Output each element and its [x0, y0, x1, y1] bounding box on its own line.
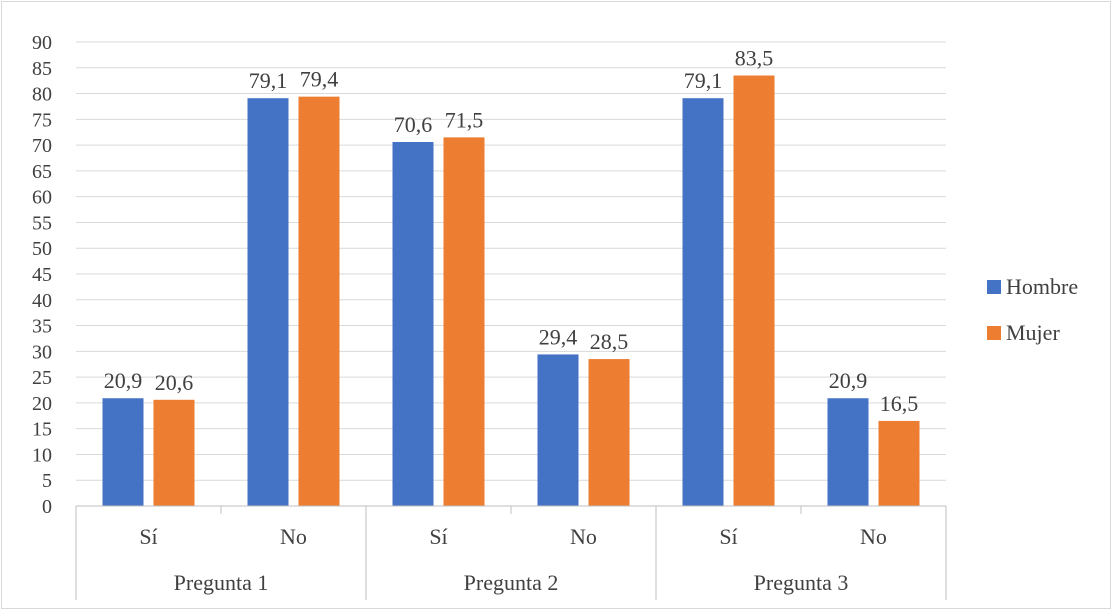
category-label: Sí — [139, 524, 157, 549]
y-tick-label: 0 — [42, 496, 52, 518]
y-tick-label: 5 — [42, 470, 52, 492]
bar-hombre — [682, 98, 724, 506]
legend-label: Hombre — [1006, 274, 1078, 299]
y-tick-label: 45 — [32, 264, 52, 286]
y-tick-label: 60 — [32, 187, 52, 209]
y-tick-label: 25 — [32, 367, 52, 389]
category-label: No — [570, 524, 597, 549]
y-tick-label: 55 — [32, 212, 52, 234]
data-label: 20,6 — [155, 370, 194, 395]
bar-mujer — [588, 359, 630, 506]
y-tick-label: 80 — [32, 84, 52, 106]
legend-swatch-mujer — [987, 326, 1001, 340]
y-tick-label: 35 — [32, 316, 52, 338]
bar-hombre — [102, 398, 144, 506]
bar-hombre — [392, 142, 434, 507]
bar-mujer — [733, 75, 775, 506]
y-tick-label: 75 — [32, 109, 52, 131]
data-label: 79,1 — [249, 68, 288, 93]
category-label: No — [860, 524, 887, 549]
category-label: No — [280, 524, 307, 549]
legend-label: Mujer — [1006, 320, 1060, 345]
y-tick-label: 15 — [32, 419, 52, 441]
data-label: 79,1 — [684, 68, 723, 93]
category-label: Sí — [429, 524, 447, 549]
data-label: 79,4 — [300, 67, 339, 92]
bar-hombre — [827, 398, 869, 506]
y-tick-label: 65 — [32, 161, 52, 183]
data-label: 28,5 — [590, 329, 629, 354]
legend-swatch-hombre — [987, 280, 1001, 294]
data-label: 71,5 — [445, 107, 484, 132]
data-label: 20,9 — [104, 368, 143, 393]
bar-mujer — [443, 137, 485, 506]
y-tick-label: 90 — [32, 32, 52, 54]
data-label: 16,5 — [880, 391, 919, 416]
group-label: Pregunta 1 — [174, 570, 269, 595]
bar-hombre — [537, 354, 579, 506]
y-tick-label: 70 — [32, 135, 52, 157]
data-label: 83,5 — [735, 46, 774, 71]
y-tick-label: 50 — [32, 238, 52, 260]
y-tick-label: 10 — [32, 444, 52, 466]
bar-mujer — [298, 96, 340, 506]
category-label: Sí — [719, 524, 737, 549]
data-label: 29,4 — [539, 324, 578, 349]
data-label: 20,9 — [829, 368, 868, 393]
data-label: 70,6 — [394, 112, 433, 137]
y-tick-label: 30 — [32, 341, 52, 363]
y-tick-label: 85 — [32, 58, 52, 80]
group-label: Pregunta 3 — [754, 570, 849, 595]
bar-mujer — [153, 399, 195, 506]
y-tick-label: 20 — [32, 393, 52, 415]
y-tick-label: 40 — [32, 290, 52, 312]
bar-hombre — [247, 98, 289, 506]
bar-mujer — [878, 420, 920, 506]
group-label: Pregunta 2 — [464, 570, 559, 595]
